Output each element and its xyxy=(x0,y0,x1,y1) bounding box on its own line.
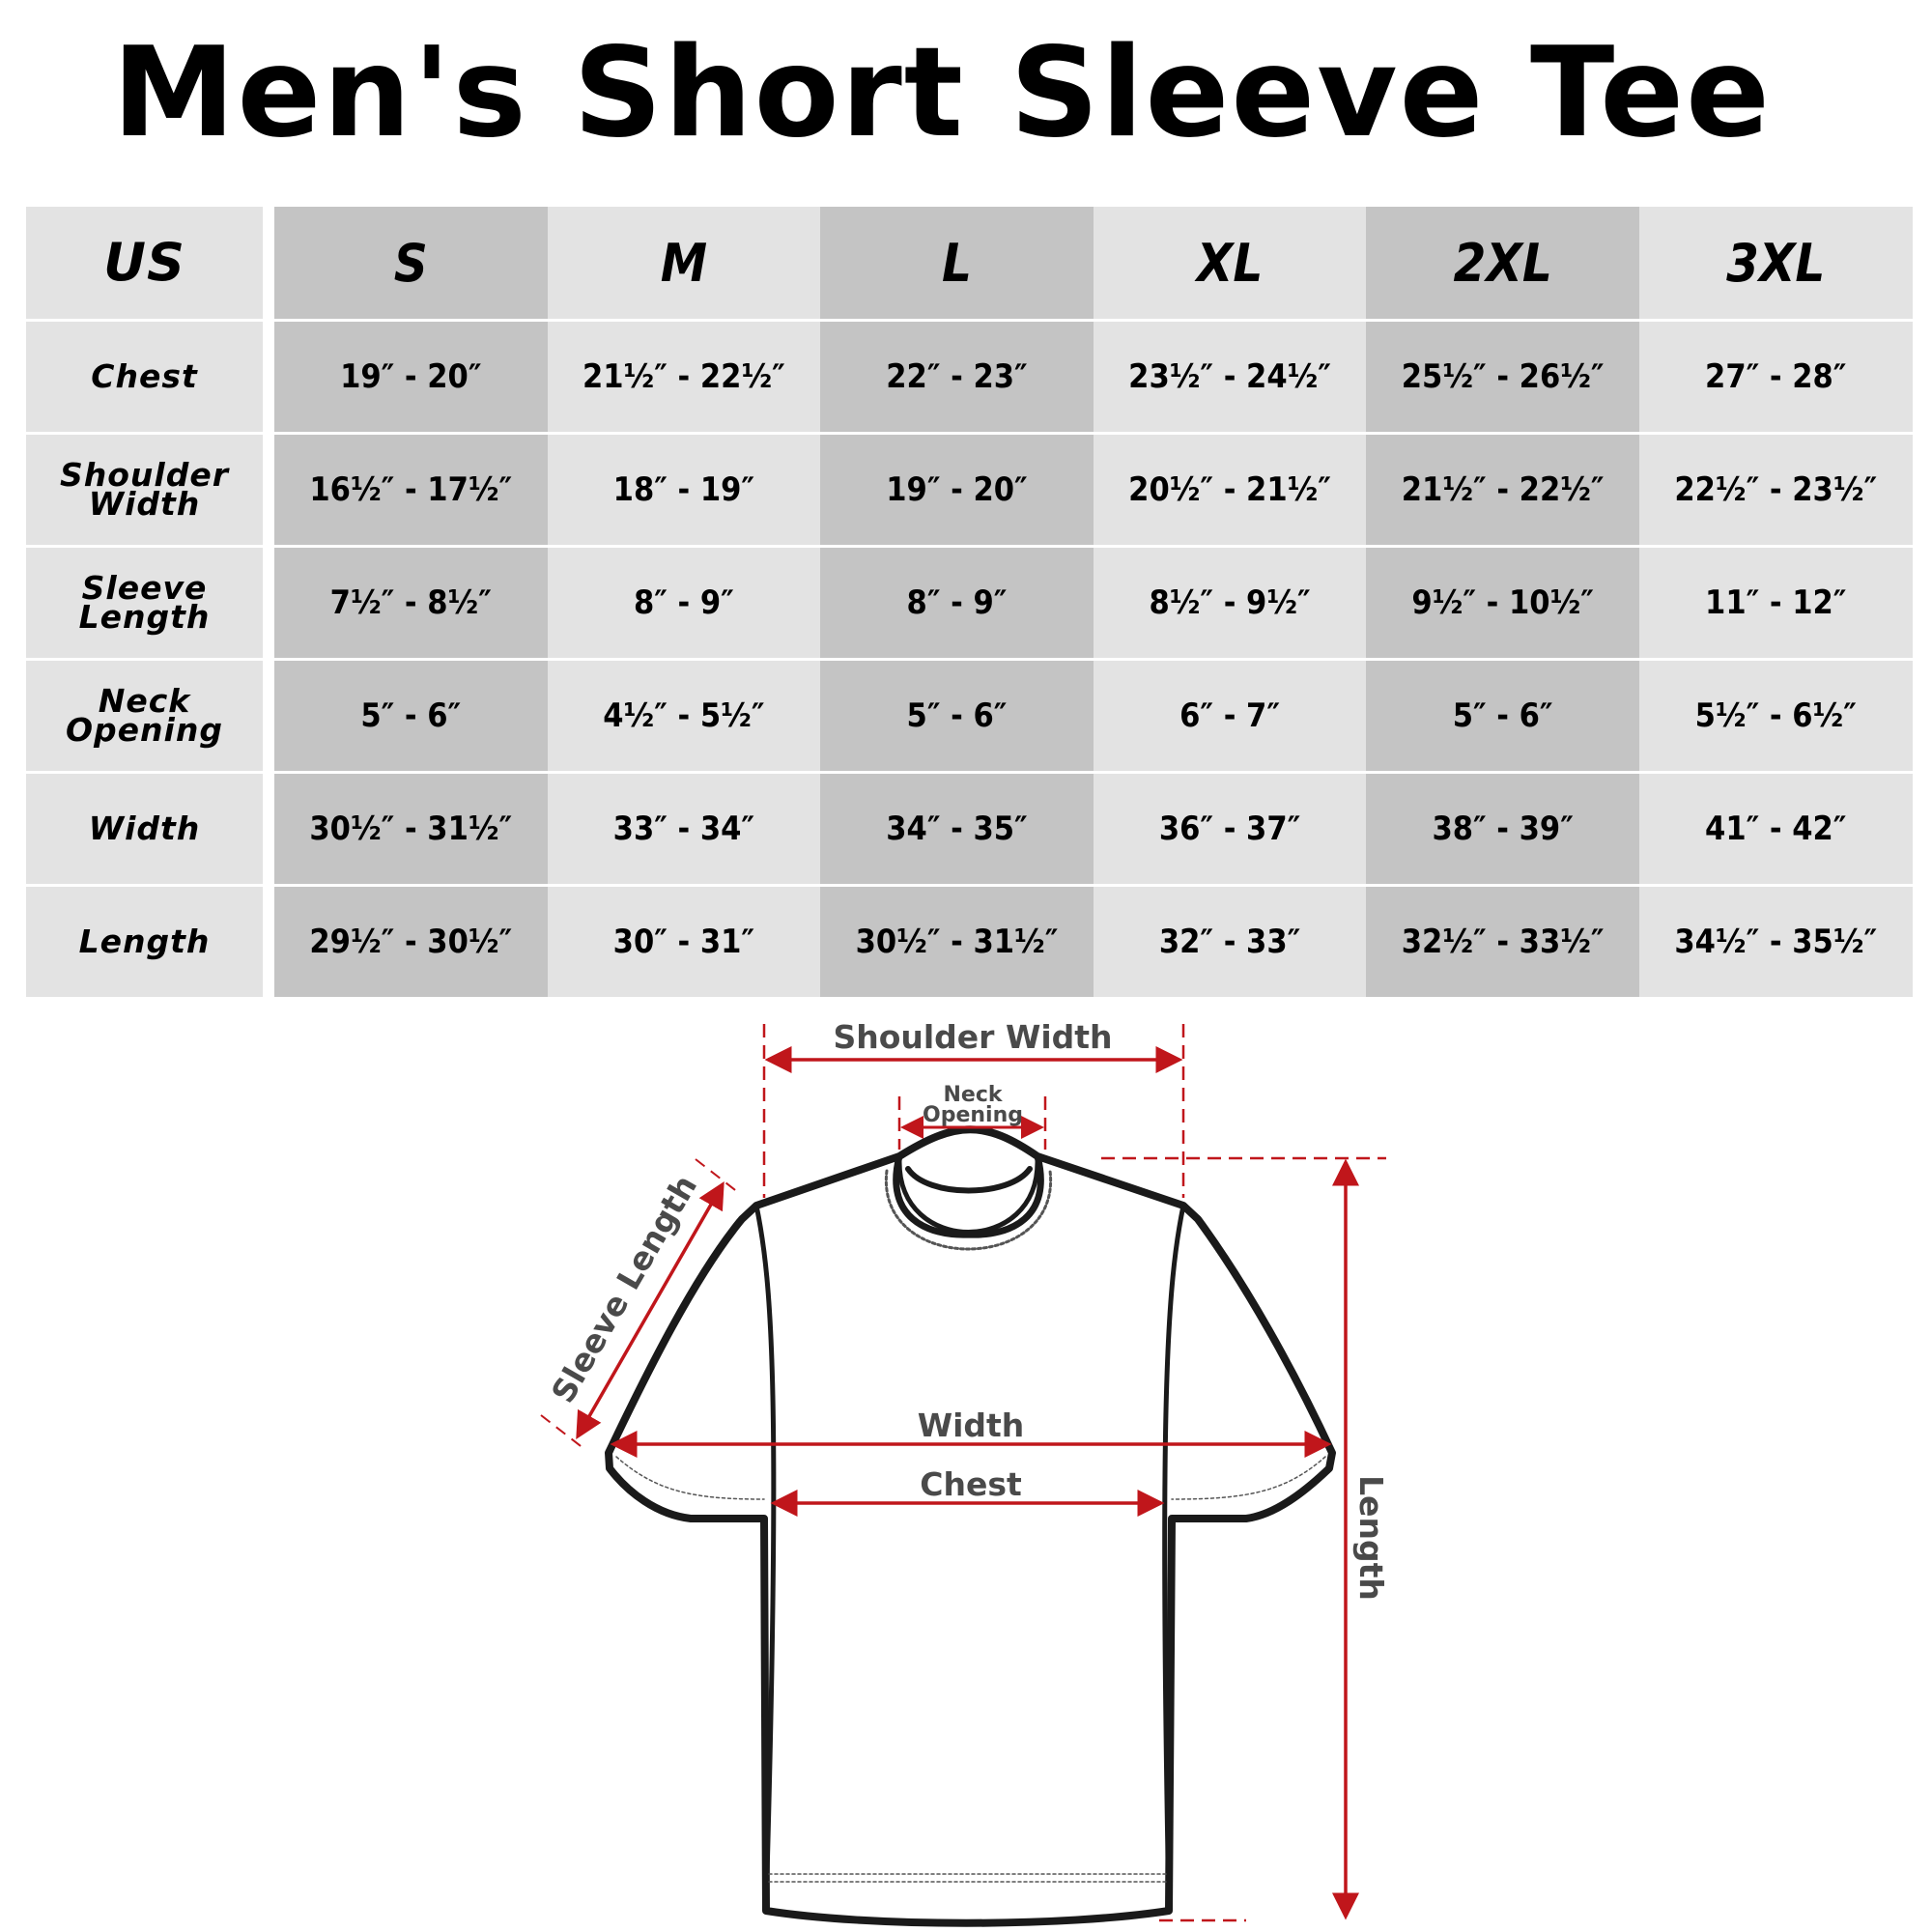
measurement-cell: 21½″ - 22½″ xyxy=(1366,435,1639,545)
measurement-cell: 38″ - 39″ xyxy=(1366,774,1639,884)
measurement-cell: 8″ - 9″ xyxy=(820,548,1094,658)
tee-outline xyxy=(605,1125,1336,1927)
measurement-cell: 11″ - 12″ xyxy=(1638,548,1913,658)
measurement-cell: 20½″ - 21½″ xyxy=(1093,435,1367,545)
measurement-cell: 16½″ - 17½″ xyxy=(274,435,548,545)
measurement-cell: 34″ - 35″ xyxy=(820,774,1094,884)
measurement-cell: 8″ - 9″ xyxy=(547,548,821,658)
measurement-cell: 30½″ - 31½″ xyxy=(274,774,548,884)
row-label: Width xyxy=(26,774,263,884)
header-size: S xyxy=(274,207,548,319)
measurement-cell: 7½″ - 8½″ xyxy=(274,548,548,658)
row-label: Sleeve Length xyxy=(26,548,263,658)
measurement-cell: 30″ - 31″ xyxy=(547,887,821,997)
width-label: Width xyxy=(918,1406,1025,1444)
measurement-cell: 4½″ - 5½″ xyxy=(547,661,821,771)
measurement-cell: 41″ - 42″ xyxy=(1638,774,1913,884)
table-row: Length 29½″ - 30½″ 30″ - 31″ 30½″ - 31½″ 32″… xyxy=(26,887,1913,997)
measurement-cell: 6″ - 7″ xyxy=(1093,661,1367,771)
measurement-cell: 21½″ - 22½″ xyxy=(547,322,821,432)
measurement-lines xyxy=(540,1024,1386,1922)
measurement-cell: 5½″ - 6½″ xyxy=(1638,661,1913,771)
measurement-cell: 23½″ - 24½″ xyxy=(1093,322,1367,432)
header-region: US xyxy=(26,207,263,319)
table-row: Sleeve Length 7½″ - 8½″ 8″ - 9″ 8″ - 9″ 8½″ … xyxy=(26,548,1913,658)
page-title: Men's Short Sleeve Tee xyxy=(112,21,1772,165)
sleeve-length-arrow xyxy=(576,1180,724,1440)
length-label: Length xyxy=(1352,1475,1390,1601)
measurement-cell: 33″ - 34″ xyxy=(547,774,821,884)
table-row: Width 30½″ - 31½″ 33″ - 34″ 34″ - 35″ 36″ - … xyxy=(26,774,1913,884)
table-row: Neck Opening 5″ - 6″ 4½″ - 5½″ 5″ - 6″ 6″ - … xyxy=(26,661,1913,771)
row-label: Chest xyxy=(26,322,263,432)
measurement-cell: 5″ - 6″ xyxy=(274,661,548,771)
header-row: US S M L XL 2XL 3XL xyxy=(26,207,1913,319)
row-label: Shoulder Width xyxy=(26,435,263,545)
measurement-cell: 34½″ - 35½″ xyxy=(1638,887,1913,997)
header-size: 2XL xyxy=(1366,207,1639,319)
measurement-cell: 19″ - 20″ xyxy=(274,322,548,432)
measurement-cell: 22½″ - 23½″ xyxy=(1638,435,1913,545)
measurement-cell: 22″ - 23″ xyxy=(820,322,1094,432)
measurement-cell: 19″ - 20″ xyxy=(820,435,1094,545)
table-row: Chest 19″ - 20″ 21½″ - 22½″ 22″ - 23″ 23½″ -… xyxy=(26,322,1913,432)
row-label: Length xyxy=(26,887,263,997)
header-size: L xyxy=(820,207,1094,319)
measurement-cell: 9½″ - 10½″ xyxy=(1366,548,1639,658)
measurement-cell: 5″ - 6″ xyxy=(1366,661,1639,771)
size-chart-table: US S M L XL 2XL 3XL Chest 19″ - 20″ 21½″ - 22½″ 22… xyxy=(26,207,1913,1000)
measurement-cell: 27″ - 28″ xyxy=(1638,322,1913,432)
measurement-cell: 30½″ - 31½″ xyxy=(820,887,1094,997)
measurement-cell: 8½″ - 9½″ xyxy=(1093,548,1367,658)
measurement-cell: 5″ - 6″ xyxy=(820,661,1094,771)
measurement-cell: 29½″ - 30½″ xyxy=(274,887,548,997)
measurement-cell: 25½″ - 26½″ xyxy=(1366,322,1639,432)
header-size: 3XL xyxy=(1638,207,1913,319)
row-label: Neck Opening xyxy=(26,661,263,771)
measurement-cell: 32″ - 33″ xyxy=(1093,887,1367,997)
shoulder-width-label: Shoulder Width xyxy=(833,1018,1112,1056)
header-size: XL xyxy=(1093,207,1367,319)
measurement-cell: 36″ - 37″ xyxy=(1093,774,1367,884)
measurement-cell: 18″ - 19″ xyxy=(547,435,821,545)
neck-opening-label-line2: Opening xyxy=(923,1103,1023,1127)
header-size: M xyxy=(547,207,821,319)
table-row: Shoulder Width 16½″ - 17½″ 18″ - 19″ 19″ - … xyxy=(26,435,1913,545)
measurement-cell: 32½″ - 33½″ xyxy=(1366,887,1639,997)
chest-label: Chest xyxy=(920,1465,1022,1503)
neck-opening-label-line1: Neck xyxy=(943,1083,1003,1107)
